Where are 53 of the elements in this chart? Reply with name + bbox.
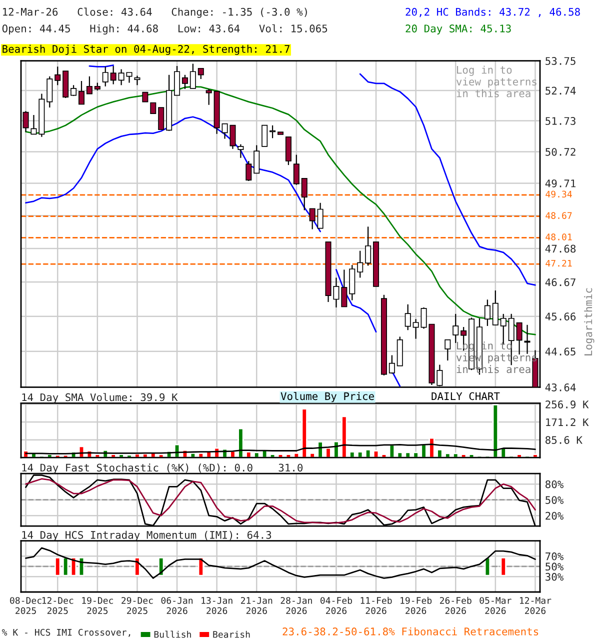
text: 20 Day SMA: 45.13 [406,24,511,34]
ref-line-label: 48.67 [546,212,572,219]
y-tick-label: 50% [546,562,564,571]
y-tick-label: 46.67 [545,278,576,286]
legend-title: % K - HCS IMI Crossover, [2,628,130,637]
x-tick-label: 12-Mar 2026 [520,597,552,614]
x-tick-label: 19-Dec 2025 [82,597,113,614]
ref-line-label: 49.34 [546,190,572,198]
x-tick-label: 06-Jan 2026 [161,597,193,614]
y-tick-label: 47.68 [545,244,576,253]
x-tick-label: 29-Dec 2025 [122,597,153,614]
y-tick-label: 52.74 [546,86,576,95]
x-tick-label: 28-Jan 2026 [280,597,312,614]
y-tick-label: 45.66 [545,312,576,320]
y-tick-label: 50.72 [546,148,576,156]
y-tick-label: 44.65 [545,348,576,356]
y-tick-label: 30% [546,572,564,581]
x-tick-label: 19-Feb 2026 [400,596,432,614]
annotation: Log in to view patterns in this area [456,66,536,98]
y-tick-label: 53.75 [546,57,576,65]
text: Volume By Price [280,392,374,402]
y-tick-label: 50% [546,496,564,504]
x-tick-label: 08-Dec 2025 [10,597,42,614]
x-tick-label: 21-Jan 2026 [240,597,272,614]
x-tick-label: 26-Feb 2026 [440,596,472,614]
x-tick-label: 05-Mar 2026 [480,597,512,614]
y-tick-label: 85.6 K [546,436,582,444]
chart-title: 14 Day Fast Stochastic (%K) (%D): 0.0 31.0 [22,464,303,474]
y-tick-label: 80% [546,480,564,488]
y-tick-label: 70% [546,552,564,560]
y-tick-label: 256.9 K [546,400,589,408]
chart-title: 12-Mar-26 Close: 43.64 Change: -1.35 (-3.0 %) [3,8,307,18]
text: DAILY CHART [432,392,500,400]
chart-subtitle: Open: 44.45 High: 44.68 Low: 43.64 Vol: 15.065 [2,24,328,35]
chart-title: 14 Day HCS Intraday Momentum (IMI): 64.3 [22,530,272,541]
x-tick-label: 11-Feb 2026 [360,596,392,614]
y-tick-label: 171.2 K [546,418,589,426]
ref-line-label: 48.01 [546,234,572,240]
legend-label: Bullish [154,630,191,638]
y-tick-label: 20% [546,512,564,520]
x-tick-label: 12-Dec 2025 [42,597,74,614]
text: 23.6-38.2-50-61.8% Fibonacci Retracements [282,627,538,636]
legend-label: Bearish [213,630,250,638]
text: 20,2 HC Bands: 43.72 , 46.58 [406,8,580,18]
y-tick-label: 49.71 [545,179,576,188]
x-tick-label: 04-Feb 2026 [320,596,352,614]
y-axis-title: Logarithmic [584,288,594,356]
chart-title: 14 Day SMA Volume: 39.9 K [22,393,178,404]
x-tick-label: 13-Jan 2026 [202,597,232,614]
text: Bearish Doji Star on 04-Aug-22, Strength: 21.7 [2,44,290,55]
ref-line-label: 47.21 [546,260,572,267]
y-tick-label: 51.73 [546,117,576,125]
y-tick-label: 43.64 [545,383,576,392]
